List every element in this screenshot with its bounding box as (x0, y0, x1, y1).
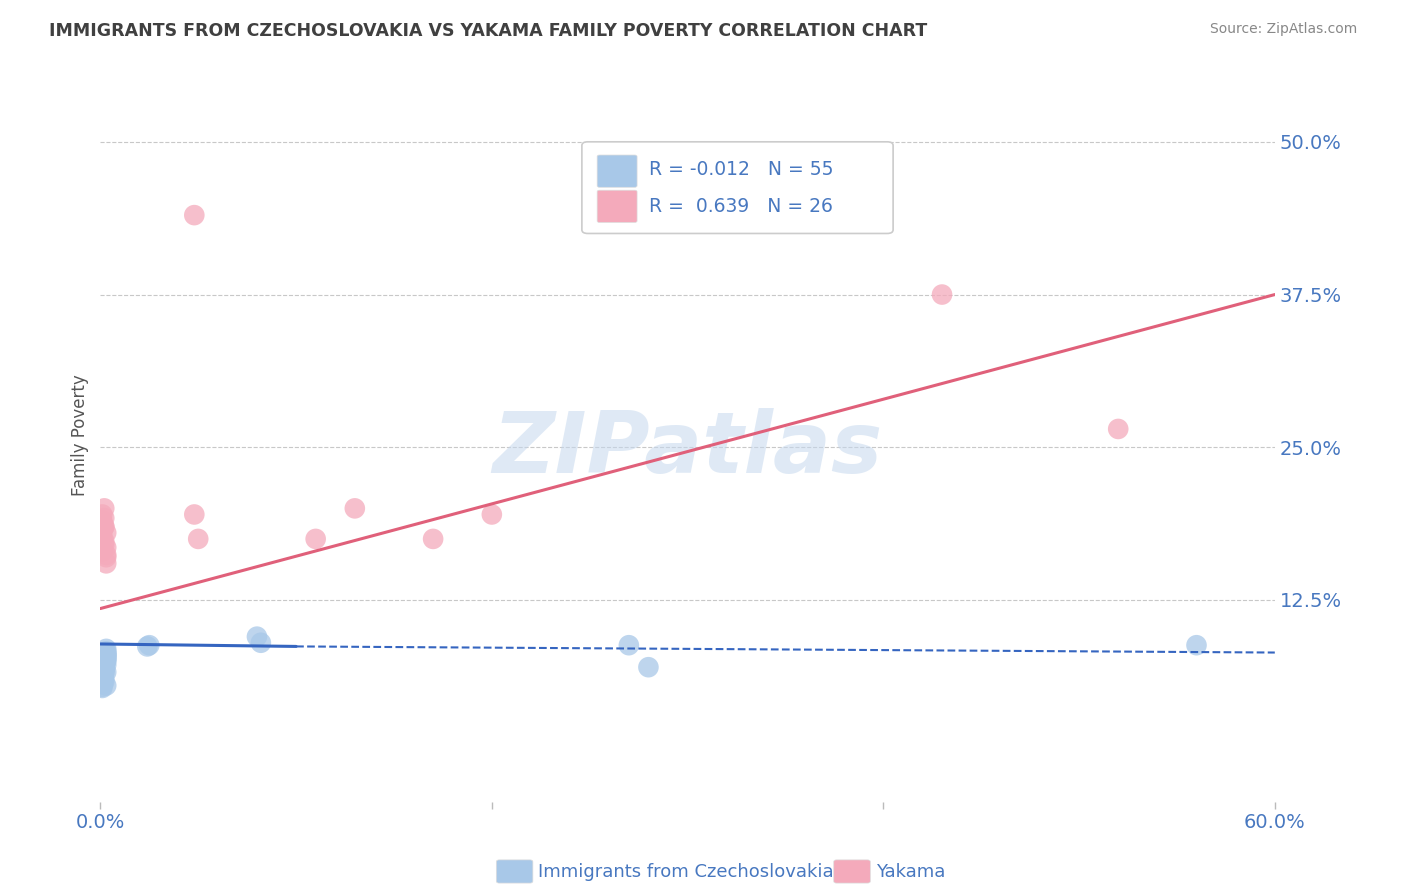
Point (183, 208, 205, 222)
Point (91, 514, 114, 528)
Point (96, 651, 118, 665)
Point (91, 680, 114, 694)
Point (93, 657, 115, 671)
FancyBboxPatch shape (598, 155, 637, 187)
Point (91, 673, 114, 687)
Point (617, 638, 640, 652)
Point (93, 656, 115, 670)
Point (93, 653, 115, 667)
Point (637, 660, 659, 674)
Y-axis label: Family Poverty: Family Poverty (72, 374, 89, 496)
Point (1185, 638, 1208, 652)
Point (93, 660, 115, 674)
Point (96, 648, 118, 662)
Text: R =  0.639   N = 26: R = 0.639 N = 26 (648, 197, 832, 216)
Point (96, 644, 118, 658)
Point (93, 501, 115, 516)
Point (305, 532, 328, 546)
Point (96, 649, 118, 664)
Point (91, 681, 114, 695)
Point (93, 674, 115, 689)
Point (422, 532, 444, 546)
Text: R = -0.012   N = 55: R = -0.012 N = 55 (648, 161, 834, 179)
Point (91, 669, 114, 683)
Point (96, 665, 118, 679)
Point (93, 666, 115, 681)
Point (138, 638, 160, 652)
Point (91, 663, 114, 677)
Point (93, 661, 115, 675)
Point (183, 508, 205, 522)
Point (91, 670, 114, 684)
Point (1107, 422, 1129, 436)
Point (91, 677, 114, 691)
Point (91, 528, 114, 542)
Point (93, 659, 115, 673)
Point (481, 508, 503, 522)
Point (91, 673, 114, 688)
Point (93, 656, 115, 670)
Point (93, 519, 115, 533)
Point (96, 541, 118, 555)
Point (91, 516, 114, 530)
Point (343, 501, 366, 516)
Point (93, 660, 115, 674)
Point (91, 676, 114, 690)
Point (93, 534, 115, 549)
Point (96, 648, 118, 662)
Point (91, 544, 114, 558)
Point (93, 538, 115, 552)
Point (96, 679, 118, 693)
Point (93, 664, 115, 678)
Text: Source: ZipAtlas.com: Source: ZipAtlas.com (1209, 22, 1357, 37)
Point (91, 667, 114, 681)
Point (91, 666, 114, 681)
Point (96, 653, 118, 667)
Point (91, 674, 114, 689)
Point (96, 647, 118, 661)
Point (91, 524, 114, 538)
Point (96, 550, 118, 565)
Point (96, 646, 118, 660)
Text: Yakama: Yakama (876, 863, 945, 881)
Text: ZIPatlas: ZIPatlas (492, 409, 883, 491)
Point (250, 636, 273, 650)
Point (93, 673, 115, 687)
Point (91, 670, 114, 684)
Point (91, 673, 114, 688)
Point (93, 663, 115, 677)
Point (93, 511, 115, 525)
Point (93, 657, 115, 672)
Text: Immigrants from Czechoslovakia: Immigrants from Czechoslovakia (538, 863, 834, 881)
Point (96, 650, 118, 665)
Point (93, 661, 115, 675)
Point (96, 557, 118, 571)
Point (96, 657, 118, 672)
Point (931, 287, 953, 301)
Point (93, 659, 115, 673)
Point (91, 671, 114, 685)
Point (187, 532, 209, 546)
Point (136, 640, 159, 654)
Point (96, 525, 118, 540)
Point (96, 654, 118, 668)
Point (246, 630, 269, 644)
Text: IMMIGRANTS FROM CZECHOSLOVAKIA VS YAKAMA FAMILY POVERTY CORRELATION CHART: IMMIGRANTS FROM CZECHOSLOVAKIA VS YAKAMA… (49, 22, 928, 40)
Point (91, 650, 114, 665)
Point (91, 667, 114, 681)
Point (93, 664, 115, 678)
FancyBboxPatch shape (582, 142, 893, 234)
Point (96, 548, 118, 562)
FancyBboxPatch shape (598, 190, 637, 222)
Point (91, 508, 114, 522)
Point (93, 519, 115, 533)
Point (91, 532, 114, 546)
Point (96, 641, 118, 656)
